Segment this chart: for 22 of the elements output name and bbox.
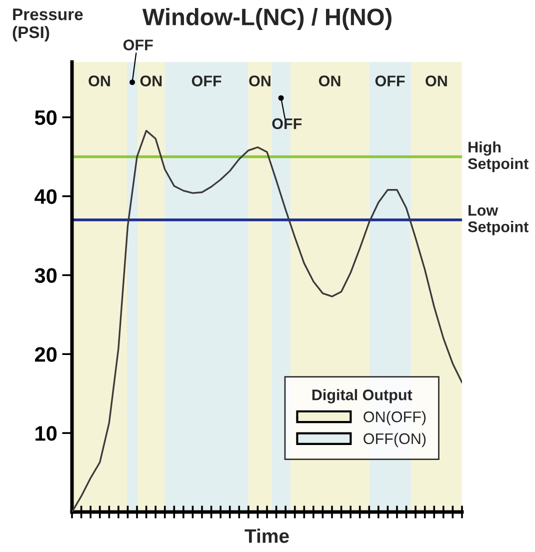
- y-tick-label: 20: [34, 347, 57, 362]
- ref-line-label: High Setpoint: [468, 141, 528, 172]
- annotation: ON: [88, 76, 110, 86]
- annotation: ON: [318, 76, 340, 86]
- y-tick-label: 50: [34, 110, 57, 126]
- annotation: OFF: [272, 118, 302, 130]
- y-axis-title: Pressure (PSI): [12, 8, 83, 42]
- annotation: ON: [426, 76, 447, 86]
- y-tick-label: 30: [34, 268, 57, 283]
- legend-title: Digital Output: [312, 389, 412, 404]
- y-tick-label: 10: [36, 426, 57, 441]
- annotation: ON: [140, 76, 162, 86]
- legend-label: OFF(ON): [364, 432, 426, 448]
- x-axis-title: Time: [244, 528, 289, 543]
- annotation: OFF: [375, 76, 405, 86]
- ref-line-label: Low Setpoint: [468, 205, 528, 236]
- text: OFF: [123, 40, 153, 50]
- chart-title: Window-L(NC) / H(NO): [142, 8, 392, 30]
- y-tick-label: 40: [34, 189, 57, 204]
- annotation: ON: [249, 76, 270, 86]
- annotation: OFF: [192, 76, 222, 86]
- legend-label: ON(OFF): [364, 411, 426, 426]
